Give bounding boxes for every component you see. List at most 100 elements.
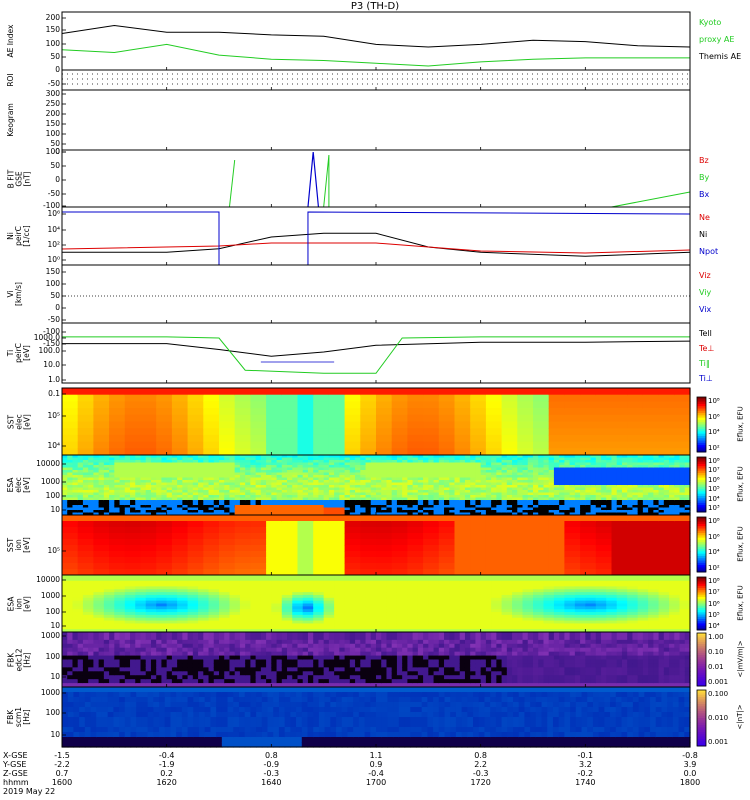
- ti-ytick-label-2: 10.0: [43, 360, 60, 369]
- cb_sst_e-frame: [696, 396, 707, 453]
- footer-col-0-row-2: 0.7: [55, 769, 69, 778]
- esa_i-axis-title-line-2: [eV]: [22, 595, 31, 612]
- footer-col-4-row-0: 0.8: [474, 751, 488, 760]
- bfit-legend-2: Bx: [699, 190, 710, 199]
- footer-col-2-row-1: -0.9: [263, 760, 280, 769]
- cb_sst_e-title: Eflux, EFU: [736, 405, 744, 442]
- vi-ytick-label-5: -100: [42, 327, 60, 336]
- cb_esa_e-swatch-0: [697, 457, 706, 460]
- ti-ytick-label-3: 1.0: [48, 375, 60, 384]
- cb_esa_e-swatch-6: [697, 470, 706, 474]
- cb_fbk_b-swatch-16: [697, 727, 706, 731]
- cb_esa_e-swatch-8: [697, 475, 706, 479]
- ti-legend-2: Ti‖: [699, 359, 710, 368]
- footer-col-6-row-3: 1800: [679, 778, 701, 787]
- cb_sst_i-swatch-4: [697, 526, 706, 529]
- cb_sst_e-swatch-9: [697, 417, 706, 421]
- footer-row-label-2: Z-GSE: [3, 769, 28, 778]
- cb_esa_i-swatch-8: [697, 594, 706, 598]
- ae-ytick-label-3: 50: [50, 52, 60, 61]
- cb_sst_e-swatch-0: [697, 397, 706, 400]
- sst_e-axis-title: SST elec [eV]: [6, 388, 31, 455]
- cb_fbk_e-swatch-11: [697, 657, 706, 660]
- ni-legend-0: Ne: [699, 213, 710, 222]
- roi-axis-title: ROI: [6, 70, 31, 90]
- cb_fbk_b-tick-1: 0.010: [708, 714, 729, 722]
- vi-ytick-label-1: 100: [45, 279, 60, 288]
- cb_fbk_e-swatch-17: [697, 670, 706, 674]
- cb_fbk_e-swatch-5: [697, 644, 706, 647]
- cb_esa_e-swatch-19: [697, 500, 706, 504]
- ne-line: [61, 242, 691, 254]
- ni-ytick-label-0: 10⁶: [47, 209, 60, 218]
- cb_esa_e-tick-5: 10³: [708, 504, 720, 512]
- cb_esa_e-swatch-18: [697, 498, 706, 502]
- cb_sst_i-swatch-17: [697, 555, 706, 559]
- fbk_b-spectrogram: [62, 687, 691, 748]
- cb_sst_e-tick-0: 10⁸: [708, 397, 720, 405]
- footer-col-4-row-3: 1720: [470, 778, 491, 787]
- cb_esa_e-swatch-2: [697, 461, 706, 465]
- fbk_e-ytick-label-2: 10: [50, 672, 60, 681]
- cb_fbk_b-swatch-23: [697, 743, 706, 747]
- cb_esa_i-swatch-21: [697, 623, 706, 627]
- cb_sst_e-swatch-14: [697, 429, 706, 432]
- cb_esa_i-swatch-0: [697, 577, 706, 580]
- ni-legend-2: Npot: [699, 247, 719, 256]
- cb_fbk_b-swatch-5: [697, 701, 706, 705]
- cb_esa_i-swatch-7: [697, 592, 706, 596]
- esa_i-ytick-label-0: 10000: [36, 575, 60, 584]
- keogram-frame: [61, 89, 691, 151]
- cb_fbk_b-swatch-15: [697, 725, 706, 728]
- cb_esa_e-swatch-20: [697, 502, 706, 506]
- cb_sst_i-swatch-2: [697, 521, 706, 525]
- by-spike-2: [323, 154, 330, 208]
- cb_esa_i-tick-3: 10⁵: [708, 610, 720, 619]
- cb_esa_e-swatch-4: [697, 466, 706, 469]
- cb_esa_i-swatch-2: [697, 581, 706, 585]
- bfit-ytick-label-1: 50: [50, 161, 60, 170]
- vi-ytick-label-4: -50: [47, 315, 60, 324]
- cb_sst_i-swatch-18: [697, 558, 706, 562]
- series-ni-line: [62, 232, 691, 257]
- cb_sst_e-swatch-6: [697, 410, 706, 414]
- keogram-ytick-label-6: 0: [55, 147, 60, 156]
- cb_esa_i-swatch-12: [697, 603, 706, 607]
- keogram-ytick-label-4: 100: [45, 129, 60, 138]
- cb_esa_e-swatch-11: [697, 482, 706, 485]
- footer-col-3-row-0: 1.1: [369, 751, 383, 760]
- footer-col-1-row-1: -1.9: [158, 760, 175, 769]
- esa_e-ytick-label-1: 1000: [40, 477, 60, 486]
- esa_i-ytick-label-1: 1000: [40, 591, 60, 600]
- vi-ytick-label-6: -150: [42, 339, 60, 348]
- ti-legend-3: Ti⊥: [699, 374, 713, 383]
- footer-row-label-3: hhmm: [3, 778, 29, 787]
- cb_sst_i-swatch-23: [697, 569, 706, 573]
- cb_sst_i-swatch-1: [697, 519, 706, 523]
- ti-frame: [61, 322, 691, 384]
- bfit-frame: [61, 149, 691, 208]
- cb_esa_e-swatch-7: [697, 473, 706, 476]
- esa_i-ytick-label-3: 10: [50, 621, 60, 630]
- keogram-axis-title-line-0: Keogram: [6, 103, 15, 137]
- fbk_b-axis-title-line-2: [Hz]: [22, 709, 31, 725]
- sst_e-ytick-label-0: 10⁵: [47, 411, 60, 420]
- cb_esa_i-tick-4: 10⁴: [708, 622, 720, 630]
- cb_fbk_e-tick-3: 0.001: [708, 678, 729, 686]
- cb_esa_i-swatch-16: [697, 612, 706, 616]
- ti-axis-title: Ti peirC [eV]: [6, 323, 31, 383]
- esa_i-axis-title: ESA ion [eV]: [6, 575, 31, 632]
- ti-axis-title-line-2: [eV]: [22, 345, 31, 361]
- cb_sst_e-swatch-21: [697, 445, 706, 448]
- fbk_e-ytick-label-0: 1000: [40, 631, 60, 640]
- vi-legend-1: Viy: [699, 288, 712, 297]
- ni-ytick-label-3: 10⁰: [47, 255, 60, 264]
- cb_sst_e-swatch-7: [697, 413, 706, 416]
- cb_fbk_e-swatch-20: [697, 677, 706, 680]
- cb_fbk_b-swatch-4: [697, 699, 706, 703]
- cb_fbk_e-swatch-4: [697, 641, 706, 645]
- cb_sst_i-swatch-19: [697, 560, 706, 564]
- sst_e-spectrogram: [62, 388, 691, 456]
- cb_fbk_b-swatch-20: [697, 736, 706, 740]
